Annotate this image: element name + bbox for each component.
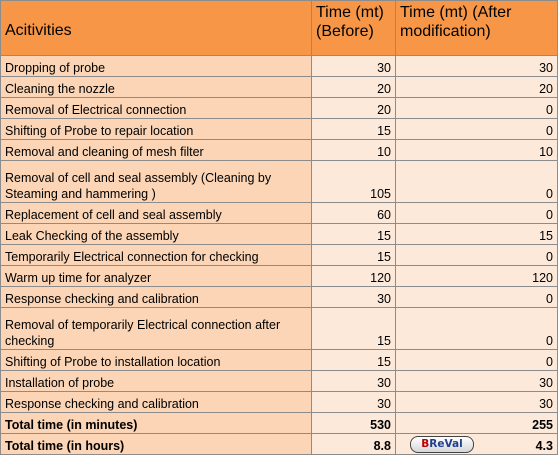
activity-cell: Shifting of Probe to installation locati… — [0, 349, 312, 371]
total-minutes-before: 530 — [311, 412, 396, 434]
activity-cell: Warm up time for analyzer — [0, 265, 312, 287]
activity-cell: Temporarily Electrical connection for ch… — [0, 244, 312, 266]
activity-cell: Response checking and calibration — [0, 391, 312, 413]
table-row: Removal of temporarily Electrical connec… — [0, 307, 558, 350]
activity-cell: Removal of cell and seal assembly (Clean… — [0, 160, 312, 203]
after-cell: 0 — [395, 118, 558, 140]
table-row: Response checking and calibration 30 30 — [0, 391, 558, 413]
total-minutes-label: Total time (in minutes) — [0, 412, 312, 434]
after-cell: 0 — [395, 97, 558, 119]
before-cell: 15 — [311, 307, 396, 350]
table-row: Removal of cell and seal assembly (Clean… — [0, 160, 558, 203]
total-hours-label: Total time (in hours) — [0, 433, 312, 455]
total-minutes-row: Total time (in minutes) 530 255 — [0, 412, 558, 434]
before-cell: 15 — [311, 118, 396, 140]
table-row: Shifting of Probe to installation locati… — [0, 349, 558, 371]
activity-cell: Removal of Electrical connection — [0, 97, 312, 119]
activity-cell: Leak Checking of the assembly — [0, 223, 312, 245]
header-time-after: Time (mt) (After modification) — [395, 0, 558, 56]
after-cell: 20 — [395, 76, 558, 98]
activity-cell: Removal of temporarily Electrical connec… — [0, 307, 312, 350]
after-cell: 0 — [395, 286, 558, 308]
breval-logo: BReVal — [410, 436, 474, 453]
after-cell: 120 — [395, 265, 558, 287]
activity-cell: Dropping of probe — [0, 55, 312, 77]
total-hours-before: 8.8 — [311, 433, 396, 455]
before-cell: 30 — [311, 391, 396, 413]
table-row: Warm up time for analyzer 120 120 — [0, 265, 558, 287]
after-cell: 30 — [395, 55, 558, 77]
total-hours-after-cell: BReVal 4.3 — [395, 433, 558, 455]
after-cell: 30 — [395, 391, 558, 413]
after-cell: 0 — [395, 202, 558, 224]
before-cell: 15 — [311, 349, 396, 371]
activity-cell: Shifting of Probe to repair location — [0, 118, 312, 140]
after-cell: 15 — [395, 223, 558, 245]
header-time-before: Time (mt) (Before) — [311, 0, 396, 56]
before-cell: 15 — [311, 244, 396, 266]
before-cell: 105 — [311, 160, 396, 203]
total-minutes-after-cell: 255 — [395, 412, 558, 434]
before-cell: 30 — [311, 55, 396, 77]
before-cell: 20 — [311, 76, 396, 98]
header-activities: Acitivities — [0, 0, 312, 56]
before-cell: 30 — [311, 370, 396, 392]
activity-cell: Response checking and calibration — [0, 286, 312, 308]
table-row: Leak Checking of the assembly 15 15 — [0, 223, 558, 245]
before-cell: 60 — [311, 202, 396, 224]
header-row: Acitivities Time (mt) (Before) Time (mt)… — [0, 0, 558, 56]
table-row: Replacement of cell and seal assembly 60… — [0, 202, 558, 224]
after-cell: 10 — [395, 139, 558, 161]
total-hours-row: Total time (in hours) 8.8 BReVal 4.3 — [0, 433, 558, 455]
table-row: Dropping of probe 30 30 — [0, 55, 558, 77]
logo-letter-b: B — [421, 438, 430, 450]
before-cell: 30 — [311, 286, 396, 308]
before-cell: 10 — [311, 139, 396, 161]
after-cell: 0 — [395, 160, 558, 203]
activity-cell: Replacement of cell and seal assembly — [0, 202, 312, 224]
after-cell: 0 — [395, 307, 558, 350]
activity-cell: Installation of probe — [0, 370, 312, 392]
logo-text: ReVal — [429, 438, 463, 450]
total-hours-after: 4.3 — [535, 439, 553, 453]
after-cell: 0 — [395, 349, 558, 371]
before-cell: 20 — [311, 97, 396, 119]
table-row: Response checking and calibration 30 0 — [0, 286, 558, 308]
after-cell: 30 — [395, 370, 558, 392]
before-cell: 120 — [311, 265, 396, 287]
activity-cell: Cleaning the nozzle — [0, 76, 312, 98]
after-cell: 0 — [395, 244, 558, 266]
before-cell: 15 — [311, 223, 396, 245]
table-row: Shifting of Probe to repair location 15 … — [0, 118, 558, 140]
table-row: Cleaning the nozzle 20 20 — [0, 76, 558, 98]
total-minutes-after: 255 — [532, 418, 553, 432]
table-row: Removal of Electrical connection 20 0 — [0, 97, 558, 119]
table-row: Removal and cleaning of mesh filter 10 1… — [0, 139, 558, 161]
activity-cell: Removal and cleaning of mesh filter — [0, 139, 312, 161]
table-row: Installation of probe 30 30 — [0, 370, 558, 392]
table-row: Temporarily Electrical connection for ch… — [0, 244, 558, 266]
